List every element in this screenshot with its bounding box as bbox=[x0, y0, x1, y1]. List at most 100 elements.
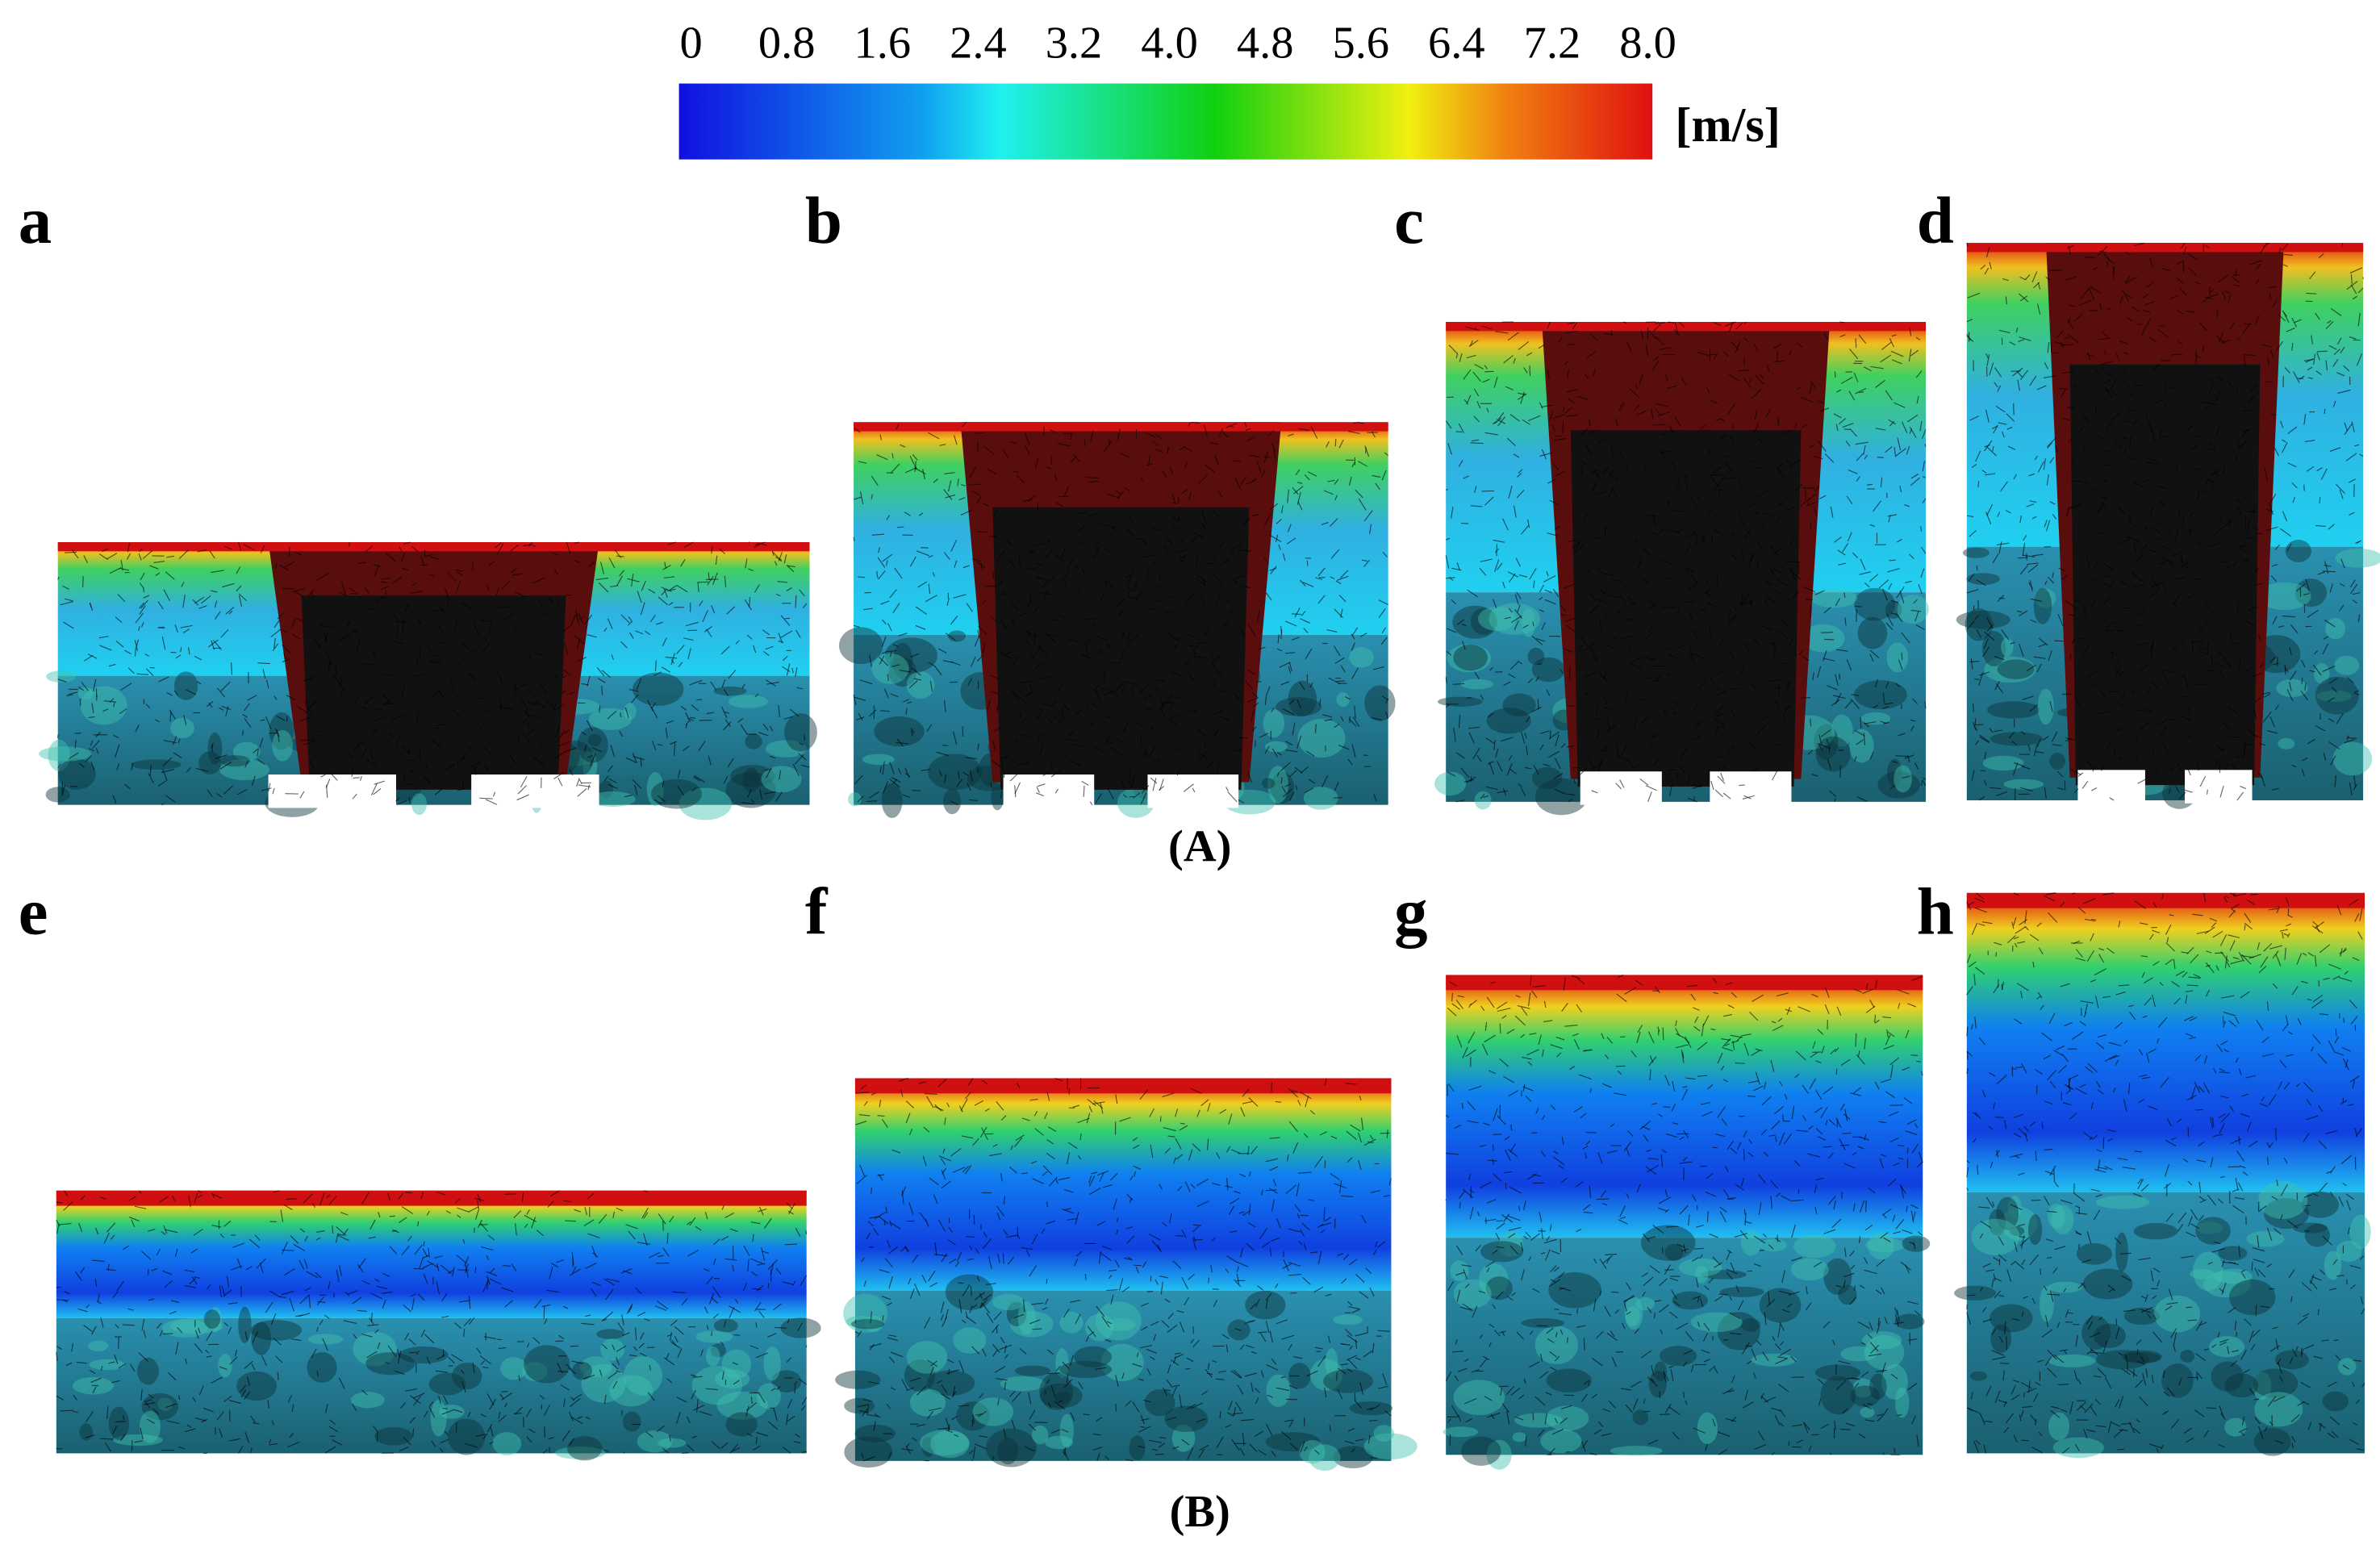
velocity-vector bbox=[113, 734, 119, 739]
velocity-vector bbox=[1740, 551, 1745, 561]
flow-panel bbox=[1434, 321, 1929, 816]
velocity-vector bbox=[1526, 716, 1530, 723]
velocity-vector bbox=[2077, 637, 2086, 640]
velocity-vector bbox=[568, 691, 574, 695]
velocity-vector bbox=[1922, 498, 1927, 503]
velocity-vector bbox=[1763, 512, 1773, 516]
velocity-vector bbox=[553, 771, 565, 779]
velocity-vector bbox=[1103, 689, 1116, 696]
bed-texture bbox=[2049, 752, 2066, 770]
velocity-vector bbox=[1034, 542, 1045, 547]
velocity-vector bbox=[1115, 490, 1122, 495]
velocity-vector bbox=[1238, 799, 1244, 804]
velocity-vector bbox=[113, 702, 115, 708]
velocity-vector bbox=[1473, 388, 1480, 397]
velocity-vector bbox=[1839, 321, 1845, 324]
velocity-vector bbox=[140, 599, 148, 609]
velocity-vector bbox=[904, 467, 917, 474]
velocity-vector bbox=[1096, 635, 1108, 641]
velocity-vector bbox=[1974, 678, 1980, 680]
velocity-vector bbox=[1555, 525, 1561, 530]
velocity-vector bbox=[1105, 716, 1113, 718]
velocity-vector bbox=[1674, 321, 1678, 333]
bed-texture bbox=[650, 779, 702, 809]
velocity-vector bbox=[1523, 367, 1528, 374]
velocity-vector bbox=[516, 794, 529, 801]
velocity-vector bbox=[1803, 586, 1815, 592]
velocity-vector bbox=[1337, 575, 1349, 581]
velocity-vector bbox=[1128, 572, 1134, 583]
velocity-vector bbox=[662, 637, 667, 646]
panel-label: c bbox=[1394, 183, 1424, 257]
velocity-vector bbox=[1772, 646, 1777, 659]
velocity-vector bbox=[1233, 578, 1238, 584]
velocity-vector bbox=[1304, 787, 1314, 794]
velocity-vector bbox=[155, 572, 161, 577]
velocity-vector bbox=[1253, 702, 1259, 708]
velocity-vector bbox=[1075, 708, 1084, 715]
velocity-vector bbox=[1881, 341, 1892, 350]
velocity-vector bbox=[1869, 574, 1879, 582]
velocity-vector bbox=[208, 702, 213, 708]
velocity-vector bbox=[705, 628, 712, 637]
velocity-vector bbox=[1889, 559, 1896, 562]
velocity-vector bbox=[883, 781, 889, 794]
velocity-vector bbox=[778, 640, 784, 644]
velocity-vector bbox=[1334, 723, 1340, 729]
velocity-vector bbox=[1689, 647, 1693, 657]
velocity-vector bbox=[265, 716, 272, 729]
velocity-vector bbox=[1555, 734, 1560, 747]
velocity-vector bbox=[1885, 446, 1893, 453]
velocity-vector bbox=[685, 723, 688, 729]
velocity-vector bbox=[990, 674, 998, 679]
velocity-vector bbox=[798, 753, 807, 761]
velocity-vector bbox=[1002, 755, 1009, 759]
velocity-vector bbox=[2156, 767, 2158, 774]
velocity-vector bbox=[960, 484, 966, 486]
velocity-vector bbox=[78, 762, 85, 768]
velocity-vector bbox=[211, 590, 218, 593]
velocity-vector bbox=[795, 667, 798, 677]
velocity-vector bbox=[1604, 332, 1615, 336]
velocity-vector bbox=[1759, 374, 1764, 379]
velocity-vector bbox=[667, 541, 677, 545]
bed-texture bbox=[1854, 680, 1907, 710]
bed-texture bbox=[1474, 791, 1492, 810]
velocity-vector bbox=[1386, 1129, 1388, 1138]
velocity-vector bbox=[2324, 408, 2326, 415]
velocity-vector bbox=[272, 643, 279, 652]
velocity-vector bbox=[1531, 706, 1542, 712]
velocity-vector bbox=[1194, 645, 1200, 649]
velocity-vector bbox=[1280, 762, 1291, 772]
velocity-vector bbox=[1539, 452, 1553, 457]
velocity-vector bbox=[1054, 474, 1058, 481]
velocity-vector bbox=[402, 568, 409, 571]
caption: (B) bbox=[1170, 1487, 1230, 1537]
velocity-vector bbox=[1787, 507, 1795, 511]
velocity-vector bbox=[1240, 476, 1247, 485]
velocity-vector bbox=[1286, 537, 1296, 545]
velocity-vector bbox=[1336, 680, 1345, 683]
velocity-vector bbox=[436, 723, 447, 726]
velocity-vector bbox=[1455, 353, 1459, 359]
velocity-vector bbox=[958, 770, 960, 779]
velocity-vector bbox=[1549, 730, 1551, 739]
velocity-vector bbox=[904, 767, 910, 779]
velocity-vector bbox=[1709, 676, 1714, 684]
velocity-vector bbox=[564, 729, 570, 735]
velocity-vector bbox=[1659, 347, 1672, 350]
velocity-vector bbox=[1493, 599, 1497, 609]
velocity-vector bbox=[880, 710, 890, 712]
velocity-vector bbox=[102, 708, 109, 712]
velocity-vector bbox=[1169, 719, 1177, 725]
velocity-vector bbox=[1016, 738, 1018, 745]
velocity-vector bbox=[469, 761, 482, 769]
velocity-vector bbox=[1789, 567, 1797, 580]
velocity-vector bbox=[238, 595, 243, 607]
velocity-vector bbox=[1182, 446, 1192, 452]
velocity-vector bbox=[1287, 489, 1289, 503]
velocity-vector bbox=[458, 757, 466, 761]
velocity-vector bbox=[637, 591, 642, 603]
velocity-vector bbox=[1225, 787, 1229, 791]
velocity-vector bbox=[652, 741, 657, 751]
